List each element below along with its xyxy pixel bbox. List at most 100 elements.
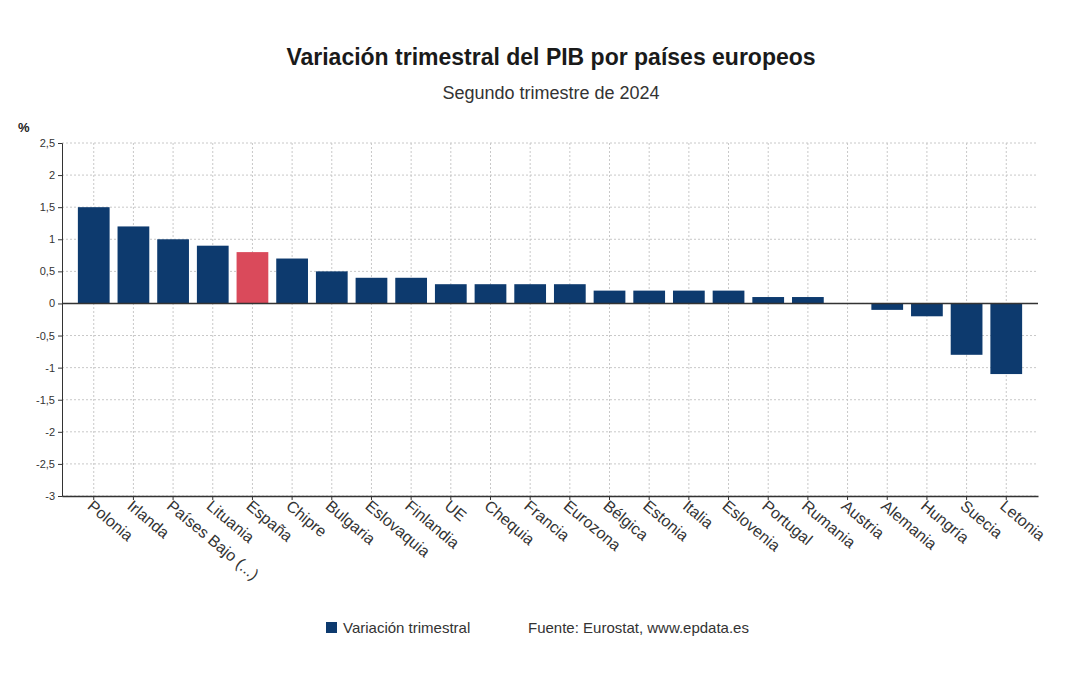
- grid-line-y: [62, 175, 1038, 176]
- bar: [792, 297, 824, 303]
- y-axis-line: [58, 144, 63, 497]
- x-tick: Irlanda: [124, 496, 172, 542]
- grid-line-x: [133, 143, 134, 496]
- y-tick-label: 1: [49, 233, 55, 245]
- y-tick-mark: [58, 464, 62, 465]
- y-tick-mark: [58, 336, 62, 337]
- grid-line-x: [926, 143, 927, 496]
- y-tick-mark: [58, 239, 62, 240]
- grid-line-y: [62, 399, 1038, 400]
- y-tick: -2,5: [36, 458, 62, 470]
- y-tick-mark: [58, 400, 62, 401]
- bar: [118, 226, 150, 303]
- grid-line-x: [609, 143, 610, 496]
- grid-line-x: [490, 143, 491, 496]
- bar: [356, 278, 388, 304]
- y-tick-label: -0,5: [36, 330, 55, 342]
- grid-line-x: [807, 143, 808, 496]
- bar: [673, 291, 705, 304]
- bar: [554, 284, 586, 303]
- y-tick-label: 1,5: [40, 201, 55, 213]
- x-tick: Suecia: [957, 496, 1005, 542]
- grid-line-y: [62, 335, 1038, 336]
- x-tick-label: Suecia: [957, 497, 1005, 542]
- grid-line-x: [530, 143, 531, 496]
- y-tick: 2,5: [40, 137, 62, 149]
- y-tick: 1: [49, 233, 62, 245]
- grid-line-x: [371, 143, 372, 496]
- bar: [316, 271, 348, 303]
- x-tick: Chipre: [283, 496, 330, 540]
- x-tick-label: Letonia: [997, 497, 1048, 544]
- bar: [157, 239, 189, 303]
- grid-line-x: [331, 143, 332, 496]
- x-tick-label: Italia: [680, 497, 717, 532]
- y-tick-label: 2,5: [40, 137, 55, 149]
- grid-line-x: [450, 143, 451, 496]
- bar: [951, 303, 983, 354]
- x-tick: Italia: [680, 496, 717, 532]
- y-tick: 0: [49, 297, 62, 309]
- grid-line-x: [768, 143, 769, 496]
- y-tick: -3: [45, 490, 62, 502]
- y-tick-mark: [58, 496, 62, 497]
- bar: [276, 259, 308, 304]
- y-tick-mark: [58, 303, 62, 304]
- y-tick-label: -1: [45, 362, 55, 374]
- grid-line-x: [847, 143, 848, 496]
- bar: [911, 303, 943, 316]
- grid-line-x: [887, 143, 888, 496]
- y-tick-mark: [58, 175, 62, 176]
- grid-line-y: [62, 367, 1038, 368]
- y-axis: -3-2,5-2-1,5-1-0,500,511,522,5: [36, 137, 62, 502]
- bar: [752, 297, 784, 303]
- grid-line-x: [173, 143, 174, 496]
- bar: [435, 284, 467, 303]
- title: Variación trimestral del PIB por países …: [286, 44, 815, 70]
- zero-line: [62, 303, 1038, 305]
- y-tick-label: -2,5: [36, 458, 55, 470]
- grid-line-x: [93, 143, 94, 496]
- y-tick-mark: [58, 143, 62, 144]
- grid-line-y: [62, 239, 1038, 240]
- x-tick: Letonia: [997, 496, 1048, 544]
- grid-line-x: [688, 143, 689, 496]
- y-tick: -2: [45, 426, 62, 438]
- bar: [475, 284, 507, 303]
- subtitle: Segundo trimestre de 2024: [442, 83, 659, 103]
- y-tick: 1,5: [40, 201, 62, 213]
- bar: [237, 252, 269, 303]
- y-tick: -1: [45, 362, 62, 374]
- y-tick-label: -2: [45, 426, 55, 438]
- legend: Variación trimestralFuente: Eurostat, ww…: [326, 619, 749, 636]
- y-tick-label: 2: [49, 169, 55, 181]
- grid-line-x: [411, 143, 412, 496]
- y-tick-label: -1,5: [36, 394, 55, 406]
- y-axis-label: %: [18, 120, 30, 135]
- y-tick-mark: [58, 271, 62, 272]
- y-tick: -1,5: [36, 394, 62, 406]
- grid-line-y: [62, 207, 1038, 208]
- x-axis: PoloniaIrlandaPaíses Bajo (...)LituaniaE…: [63, 496, 1049, 583]
- grid-line-x: [649, 143, 650, 496]
- bar: [990, 303, 1022, 374]
- x-tick: Bélgica: [600, 496, 651, 544]
- y-tick-mark: [58, 432, 62, 433]
- x-tick-label: Chipre: [283, 497, 330, 540]
- x-tick: UE: [442, 496, 470, 524]
- x-tick: Austria: [838, 496, 887, 542]
- bar: [197, 246, 229, 304]
- legend-swatch: [326, 622, 337, 633]
- bar: [713, 291, 745, 304]
- grid: [62, 143, 1038, 496]
- x-tick-label: UE: [442, 497, 470, 524]
- x-tick-label: Austria: [838, 497, 887, 542]
- bar: [633, 291, 665, 304]
- bar: [514, 284, 546, 303]
- y-tick-label: -3: [45, 490, 55, 502]
- bar: [594, 291, 626, 304]
- y-tick-mark: [58, 368, 62, 369]
- grid-line-x: [728, 143, 729, 496]
- grid-line-x: [292, 143, 293, 496]
- grid-line-y: [62, 463, 1038, 464]
